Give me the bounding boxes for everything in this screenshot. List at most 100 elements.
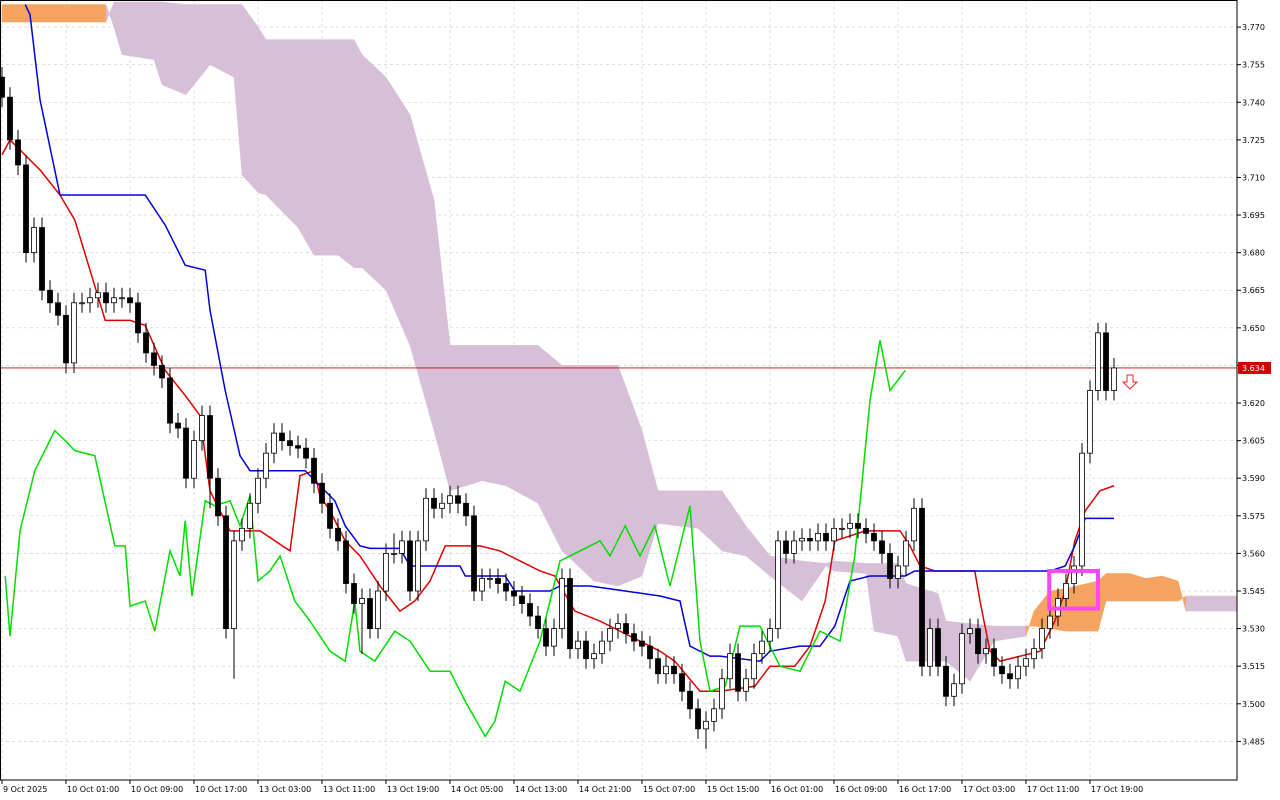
candle-body [87, 297, 93, 304]
candle-body [1103, 332, 1109, 391]
candle-body [927, 628, 933, 667]
candle-body [719, 678, 725, 710]
candle-body [775, 540, 781, 630]
candle-body [1095, 332, 1101, 391]
candle-body [543, 628, 549, 647]
x-tick-label: 17 Oct 11:00 [1027, 785, 1079, 794]
cloud-segment [297, 39, 315, 257]
candle-body [447, 495, 453, 504]
candle-body [415, 540, 421, 592]
candle-body [759, 640, 765, 655]
candle-body [431, 497, 437, 509]
y-tick-label: 3.620 [1242, 399, 1265, 408]
candle-body [399, 540, 405, 554]
candle-body [1063, 583, 1069, 599]
candle-body [39, 227, 45, 291]
x-tick-label: 10 Oct 01:00 [67, 785, 119, 794]
x-tick-label: 16 Oct 09:00 [835, 785, 887, 794]
candle-body [407, 540, 413, 592]
candle-body [919, 507, 925, 667]
candle-body [503, 583, 509, 592]
candle-body [1007, 673, 1013, 680]
x-tick-label: 14 Oct 13:00 [515, 785, 567, 794]
candle-body [847, 522, 853, 529]
candle-body [959, 633, 965, 685]
candle-body [1079, 452, 1085, 567]
candle-body [895, 565, 901, 579]
x-tick-label: 14 Oct 21:00 [579, 785, 631, 794]
candle-body [303, 447, 309, 459]
candle-body [535, 615, 541, 630]
x-tick-label: 17 Oct 03:00 [963, 785, 1015, 794]
cloud-segment [353, 39, 363, 268]
current-price-label-bg [1238, 361, 1271, 374]
x-tick-label: 10 Oct 17:00 [195, 785, 247, 794]
cloud-segment [265, 39, 299, 229]
y-tick-label: 3.605 [1242, 437, 1265, 446]
candle-body [135, 302, 141, 334]
candle-body [383, 553, 389, 592]
y-tick-label: 3.560 [1242, 549, 1265, 558]
cloud-segment [337, 39, 355, 269]
candle-body [983, 648, 989, 655]
candle-body [623, 623, 629, 635]
candle-body [871, 532, 877, 542]
cloud-segment [361, 54, 387, 291]
candle-body [455, 495, 461, 504]
candle-body [479, 578, 485, 592]
cloud-segment [1185, 595, 1237, 612]
candle-body [727, 653, 733, 680]
axes: 3.770 3.755 3.740 3.725 3.710 3.695 3.680 3.665… [1, 23, 1271, 794]
candle-body [279, 432, 285, 442]
y-tick-label: 3.515 [1242, 662, 1265, 671]
candle-body [935, 628, 941, 667]
y-tick-label: 3.680 [1242, 249, 1265, 258]
candle-body [783, 540, 789, 554]
candle-body [127, 297, 133, 304]
candle-body [351, 583, 357, 604]
candle-body [839, 527, 845, 530]
y-tick-label: 3.665 [1242, 286, 1265, 295]
candle-body [239, 527, 245, 542]
x-tick-label: 9 Oct 2025 [3, 785, 47, 794]
candle-body [743, 678, 749, 692]
candle-body [1047, 615, 1053, 630]
y-tick-label: 3.695 [1242, 211, 1265, 220]
candle-body [471, 515, 477, 592]
cloud-segment [873, 563, 899, 637]
candle-body [23, 164, 29, 254]
candle-body [575, 640, 581, 650]
candle-body [903, 540, 909, 567]
x-tick-label: 13 Oct 11:00 [323, 785, 375, 794]
candle-body [143, 332, 149, 354]
x-tick-label: 16 Oct 17:00 [899, 785, 951, 794]
candle-body [951, 683, 957, 697]
candle-body [519, 595, 525, 604]
candle-body [335, 527, 341, 542]
candle-body [887, 553, 893, 579]
x-tick-label: 10 Oct 09:00 [131, 785, 183, 794]
plot-area [0, 1, 1237, 749]
candle-body [263, 452, 269, 479]
y-tick-label: 3.710 [1242, 173, 1265, 182]
y-tick-label: 3.500 [1242, 700, 1265, 709]
cloud-segment [481, 345, 507, 487]
candle-body [391, 553, 397, 555]
candle-body [615, 623, 621, 630]
candle-body [247, 502, 253, 529]
candle-body [287, 440, 293, 447]
candle-body [639, 640, 645, 647]
y-tick-label: 3.545 [1242, 587, 1265, 596]
candle-body [439, 502, 445, 509]
cloud-segment [505, 345, 539, 504]
candle-body [655, 658, 661, 675]
candle-body [631, 633, 637, 642]
candle-body [151, 352, 157, 366]
candle-body [463, 502, 469, 517]
candle-body [159, 365, 165, 379]
sell-signal-arrow [1121, 374, 1139, 390]
candle-body [311, 457, 317, 484]
candle-body [111, 297, 117, 304]
candle-body [207, 415, 213, 479]
